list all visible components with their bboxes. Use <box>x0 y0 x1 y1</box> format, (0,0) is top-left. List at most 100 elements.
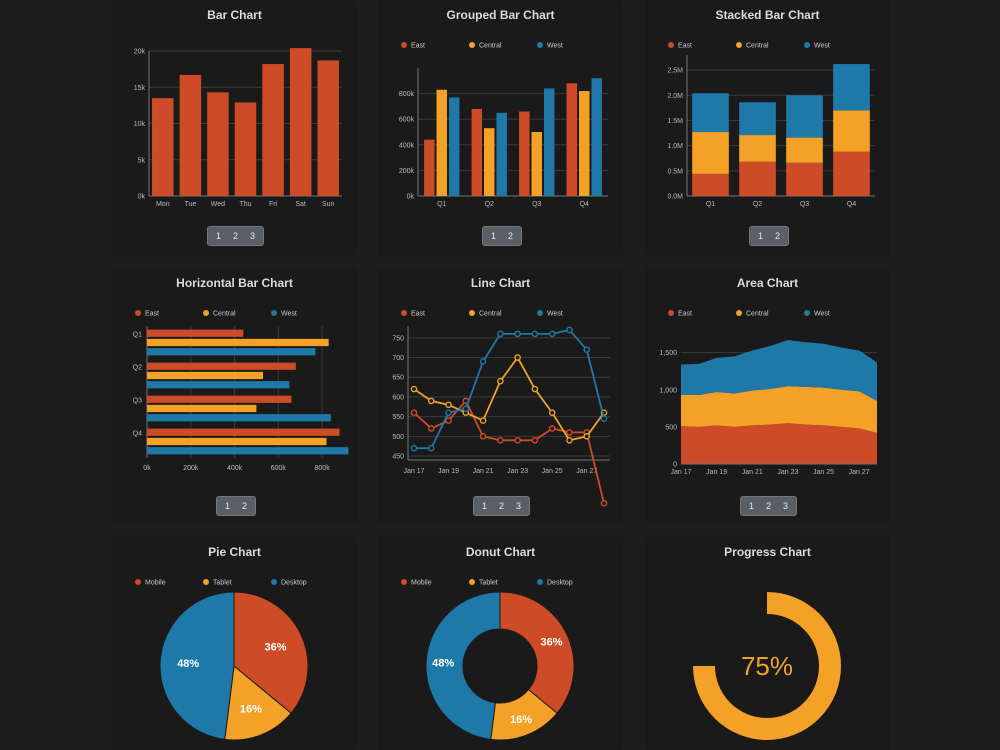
y-tick-label: 600 <box>392 394 404 401</box>
page-button[interactable]: 1 <box>748 501 754 511</box>
y-tick-label: 15k <box>134 85 146 92</box>
legend-marker <box>401 310 407 316</box>
data-point <box>514 330 521 338</box>
y-tick-label: 450 <box>392 454 404 461</box>
x-tick-label: 600k <box>271 465 287 472</box>
chart-title: Pie Chart <box>208 545 261 559</box>
data-point <box>445 409 452 417</box>
bar <box>147 414 331 422</box>
y-tick-label: Q4 <box>133 431 142 438</box>
legend-marker <box>135 579 141 585</box>
y-tick-label: 0 <box>673 462 677 469</box>
legend-label: East <box>411 43 425 50</box>
data-point <box>583 433 591 440</box>
y-tick-label: 0k <box>138 194 146 201</box>
legend-label: East <box>145 311 159 318</box>
y-tick-label: 1,000 <box>659 387 677 394</box>
legend-marker <box>736 310 742 316</box>
x-tick-label: Jan 23 <box>507 468 528 475</box>
y-tick-label: Q2 <box>133 365 142 372</box>
slice-label: 16% <box>240 704 262 716</box>
page-button[interactable]: 2 <box>765 501 771 511</box>
bar <box>147 428 340 436</box>
data-point <box>566 436 573 444</box>
bar <box>207 92 229 196</box>
x-tick-label: Q1 <box>437 201 446 208</box>
pager: 1 2 3 <box>207 226 264 246</box>
x-tick-label: Q4 <box>847 201 856 208</box>
donut-chart: 36% 16% 48% Mobile Tablet Desktop <box>401 579 575 741</box>
x-tick-label: 0k <box>143 465 151 472</box>
bar <box>579 91 590 196</box>
page-button[interactable]: 3 <box>249 231 255 241</box>
y-tick-label: 500 <box>392 434 404 441</box>
x-tick-label: Q2 <box>485 201 494 208</box>
page-button[interactable]: 3 <box>515 501 521 511</box>
y-tick-label: Q3 <box>133 398 142 405</box>
page-button[interactable]: 2 <box>774 231 780 241</box>
page-button[interactable]: 1 <box>757 231 763 241</box>
x-tick-label: 800k <box>315 465 331 472</box>
x-tick-label: Wed <box>211 201 225 208</box>
data-point <box>548 409 556 417</box>
bar <box>179 74 202 196</box>
legend-marker <box>203 579 209 585</box>
page-button[interactable]: 1 <box>490 231 496 241</box>
bar-segment <box>739 135 776 162</box>
data-point <box>479 358 487 365</box>
page-button[interactable]: 2 <box>498 501 504 511</box>
bar-segment <box>786 95 823 138</box>
bar <box>531 132 542 196</box>
legend-marker <box>203 310 209 316</box>
horizontal-bar-chart: 0k 200k 400k 600k 800k Q1 Q2 Q3 Q4 East Central Wes… <box>133 310 349 472</box>
legend-label: West <box>814 311 830 318</box>
bar <box>147 404 257 413</box>
chart-title: Donut Chart <box>465 545 536 559</box>
bar <box>234 102 257 196</box>
data-point <box>462 405 470 413</box>
series-line <box>413 355 605 442</box>
page-button[interactable]: 2 <box>232 231 238 241</box>
bar <box>147 338 329 347</box>
pie-slice <box>159 591 235 740</box>
chart-title: Area Chart <box>736 276 799 290</box>
y-tick-label: 0.5M <box>667 168 683 175</box>
x-tick-label: Jan 21 <box>473 468 494 475</box>
legend-label: Desktop <box>281 580 307 587</box>
bar-chart-panel: Bar Chart 0k 5k 10k 15k 20k Mon Tue Wed Thu Fri Sa… <box>112 0 357 255</box>
x-tick-label: Jan 19 <box>438 468 459 475</box>
slice-label: 16% <box>510 714 532 726</box>
legend-marker <box>736 42 742 48</box>
grouped-bar-chart-panel: Grouped Bar Chart 0k 200k 400k 600k 800k Q1 Q2… <box>378 0 623 255</box>
legend-label: Central <box>746 311 769 318</box>
x-tick-label: Jan 17 <box>670 469 691 476</box>
data-point <box>410 409 418 417</box>
area-series <box>681 386 877 433</box>
legend-label: Tablet <box>213 580 232 587</box>
data-point <box>479 433 487 440</box>
x-tick-label: Jan 27 <box>576 468 597 475</box>
x-tick-label: Q3 <box>532 201 541 208</box>
slice-label: 48% <box>432 657 454 669</box>
data-point <box>497 436 504 444</box>
page-button[interactable]: 1 <box>224 501 230 511</box>
pie-chart: 36% 16% 48% Mobile Tablet Desktop <box>135 579 309 741</box>
bar <box>484 128 495 196</box>
page-button[interactable]: 2 <box>241 501 247 511</box>
legend-label: West <box>281 311 297 318</box>
data-point <box>548 330 556 338</box>
bar-segment <box>692 93 729 133</box>
y-tick-label: Q1 <box>133 332 142 339</box>
data-point <box>583 346 591 353</box>
data-point <box>600 500 608 507</box>
bar-segment <box>833 151 870 196</box>
page-button[interactable]: 1 <box>215 231 221 241</box>
legend-marker <box>804 310 810 316</box>
page-button[interactable]: 3 <box>782 501 788 511</box>
legend-marker <box>469 42 475 48</box>
bar <box>566 83 578 196</box>
page-button[interactable]: 2 <box>507 231 513 241</box>
legend-label: East <box>678 43 692 50</box>
slice-label: 36% <box>541 637 563 649</box>
page-button[interactable]: 1 <box>481 501 487 511</box>
